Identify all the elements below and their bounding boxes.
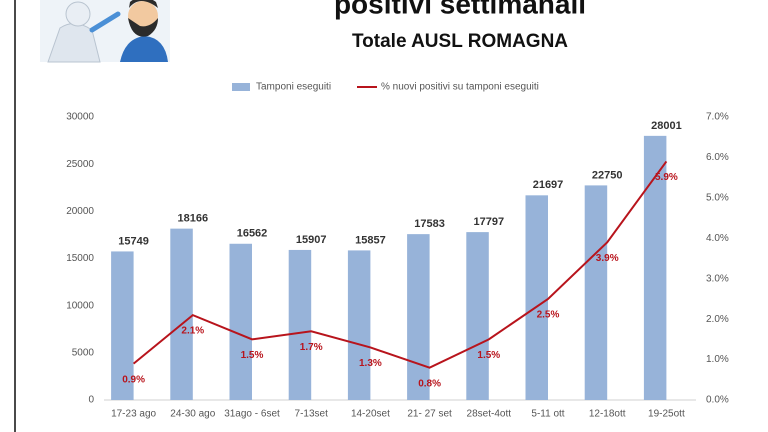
bar-value-label: 17583	[414, 218, 445, 230]
x-tick-label: 12-18ott	[589, 409, 626, 420]
y2-tick-label: 2.0%	[706, 314, 729, 325]
y-tick-label: 30000	[66, 112, 94, 123]
legend-label: % nuovi positivi su tamponi eseguiti	[381, 82, 539, 93]
y2-tick-label: 5.0%	[706, 192, 729, 203]
line-value-label: 2.5%	[537, 310, 560, 321]
x-tick-label: 21- 27 set	[407, 409, 452, 420]
legend-label: Tamponi eseguiti	[256, 82, 331, 93]
line-value-label: 0.8%	[418, 378, 441, 389]
bar-value-label: 15857	[355, 234, 386, 246]
illustration	[40, 0, 170, 63]
x-tick-label: 14-20set	[351, 409, 390, 420]
line-value-label: 3.9%	[596, 253, 619, 264]
line-value-label: 1.7%	[300, 342, 323, 353]
chart-subtitle: Totale AUSL ROMAGNA	[352, 31, 568, 52]
y-tick-label: 15000	[66, 253, 94, 264]
bar	[347, 250, 371, 400]
y-tick-label: 25000	[66, 159, 94, 170]
bar	[229, 243, 252, 400]
y-tick-label: 20000	[66, 206, 94, 217]
bar-value-label: 28001	[651, 120, 682, 132]
line-value-label: 0.9%	[122, 374, 145, 385]
y-tick-label: 0	[88, 395, 94, 406]
line-value-label: 1.5%	[477, 350, 500, 361]
bar	[525, 195, 548, 400]
patient-hair	[129, 0, 158, 8]
bar	[466, 232, 489, 400]
glove-arm	[89, 11, 121, 33]
line	[132, 160, 668, 369]
y2-tick-label: 1.0%	[706, 354, 729, 365]
line-value-label: 1.3%	[359, 358, 382, 369]
bar-value-label: 22750	[592, 169, 623, 181]
x-tick-label: 31ago - 6set	[224, 409, 280, 420]
bar-value-label: 15907	[296, 234, 327, 246]
bar	[288, 249, 312, 400]
x-tick-label: 17-23 ago	[111, 409, 156, 420]
bar-value-label: 16562	[237, 228, 268, 240]
bar	[111, 251, 134, 400]
y-tick-label: 10000	[66, 300, 94, 311]
x-tick-label: 5-11 ott	[531, 409, 564, 420]
y2-tick-label: 7.0%	[706, 112, 729, 123]
bar	[170, 228, 193, 400]
y2-tick-label: 6.0%	[706, 152, 729, 163]
line-value-label: 2.1%	[181, 326, 204, 337]
bar-value-label: 21697	[533, 179, 564, 191]
x-tick-label: 7-13set	[295, 409, 329, 420]
line-value-label: 5.9%	[655, 172, 678, 183]
y2-tick-label: 4.0%	[706, 233, 729, 244]
chart-title: positivi settimanali	[334, 0, 586, 19]
bar-value-label: 18166	[178, 213, 209, 225]
patient-beard	[128, 18, 158, 37]
x-tick-label: 24-30 ago	[170, 409, 215, 420]
bar	[584, 185, 608, 400]
bar-value-label: 15749	[118, 235, 149, 247]
y2-tick-label: 3.0%	[706, 273, 729, 284]
bar	[407, 234, 430, 400]
legend-swatch	[232, 83, 250, 91]
bar-value-label: 17797	[474, 216, 505, 228]
patient-shirt	[120, 36, 168, 62]
bar	[643, 135, 667, 400]
doctor-head	[65, 1, 91, 27]
x-tick-label: 19-25ott	[648, 409, 685, 420]
x-tick-label: 28set-4ott	[467, 409, 512, 420]
y2-tick-label: 0.0%	[706, 395, 729, 406]
line-value-label: 1.5%	[241, 350, 264, 361]
y-tick-label: 5000	[72, 347, 95, 358]
